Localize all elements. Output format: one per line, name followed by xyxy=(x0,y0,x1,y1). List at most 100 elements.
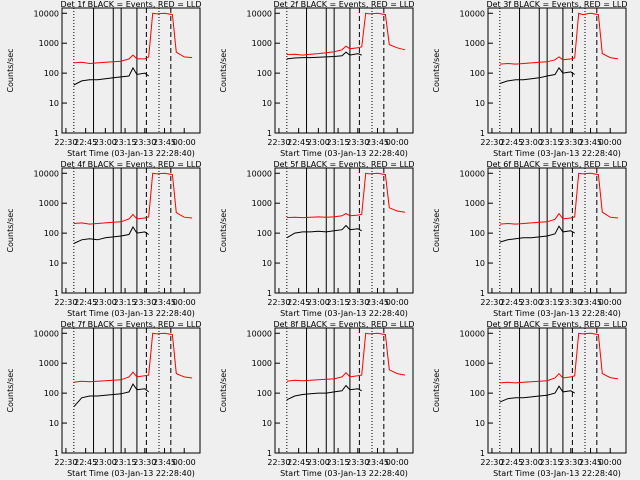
x-tick-label: 00:00 xyxy=(386,138,409,147)
series-line xyxy=(73,226,149,244)
y-axis-label: Counts/sec xyxy=(6,48,15,92)
y-tick-label: 10000 xyxy=(247,169,272,178)
x-tick-label: 23:30 xyxy=(559,138,582,147)
series-line xyxy=(286,12,406,56)
panel: Det 5f BLACK = Events, RED = LLD Start Ti… xyxy=(219,160,415,318)
series-line xyxy=(499,225,575,243)
y-tick-label: 100 xyxy=(470,229,485,238)
y-tick-label: 1 xyxy=(267,289,272,298)
x-tick-label: 23:15 xyxy=(540,138,563,147)
x-tick-label: 22:45 xyxy=(287,298,310,307)
series-line xyxy=(73,66,149,86)
y-tick-label: 1000 xyxy=(252,199,272,208)
y-tick-label: 1000 xyxy=(39,199,59,208)
series-line xyxy=(286,384,362,401)
x-tick-label: 23:45 xyxy=(579,298,602,307)
chart-title: Det 7f BLACK = Events, RED = LLD xyxy=(60,320,201,329)
y-tick-label: 1000 xyxy=(465,359,485,368)
x-tick-label: 00:00 xyxy=(173,298,196,307)
plot-frame xyxy=(487,327,627,454)
x-tick-label: 22:30 xyxy=(267,138,290,147)
y-axis-label: Counts/sec xyxy=(432,48,441,92)
y-tick-label: 10 xyxy=(262,99,272,108)
x-tick-label: 22:45 xyxy=(74,298,97,307)
chart-title: Det 3f BLACK = Events, RED = LLD xyxy=(486,0,627,9)
panel: Det 2f BLACK = Events, RED = LLD Start Ti… xyxy=(219,0,415,158)
x-tick-label: 22:30 xyxy=(267,298,290,307)
x-tick-label: 23:30 xyxy=(133,138,156,147)
plot-frame xyxy=(487,167,627,294)
x-tick-label: 23:00 xyxy=(520,458,543,467)
x-axis-label: Start Time (03-Jan-13 22:28:40) xyxy=(67,149,195,158)
x-tick-label: 22:45 xyxy=(500,298,523,307)
series-line xyxy=(286,172,406,219)
y-tick-label: 10 xyxy=(49,99,59,108)
y-tick-label: 100 xyxy=(257,389,272,398)
y-tick-label: 10000 xyxy=(247,329,272,338)
chart-title: Det 4f BLACK = Events, RED = LLD xyxy=(60,160,201,169)
y-tick-label: 1 xyxy=(480,449,485,458)
x-tick-label: 23:45 xyxy=(579,458,602,467)
y-tick-label: 1 xyxy=(54,289,59,298)
x-tick-label: 23:15 xyxy=(540,298,563,307)
x-tick-label: 23:00 xyxy=(94,138,117,147)
panel: Det 4f BLACK = Events, RED = LLD Start Ti… xyxy=(6,160,202,318)
chart-title: Det 2f BLACK = Events, RED = LLD xyxy=(273,0,414,9)
x-tick-label: 23:00 xyxy=(520,138,543,147)
x-tick-label: 23:15 xyxy=(114,298,137,307)
series-line xyxy=(73,172,193,225)
x-tick-label: 23:00 xyxy=(307,138,330,147)
y-tick-label: 1000 xyxy=(465,39,485,48)
plot-frame xyxy=(274,327,414,454)
plot-frame xyxy=(61,7,201,134)
x-axis-label: Start Time (03-Jan-13 22:28:40) xyxy=(67,469,195,478)
x-tick-label: 22:45 xyxy=(287,458,310,467)
y-tick-label: 100 xyxy=(257,69,272,78)
series-line xyxy=(499,385,575,403)
x-tick-label: 23:15 xyxy=(114,138,137,147)
x-tick-label: 00:00 xyxy=(386,458,409,467)
x-tick-label: 22:30 xyxy=(480,298,503,307)
x-tick-label: 22:30 xyxy=(54,458,77,467)
plot-frame xyxy=(487,7,627,134)
x-tick-label: 23:15 xyxy=(327,458,350,467)
x-axis-label: Start Time (03-Jan-13 22:28:40) xyxy=(280,309,408,318)
series-line xyxy=(286,332,406,382)
x-tick-label: 23:45 xyxy=(366,138,389,147)
y-tick-label: 1 xyxy=(480,129,485,138)
plot-frame xyxy=(61,327,201,454)
x-axis-label: Start Time (03-Jan-13 22:28:40) xyxy=(280,149,408,158)
x-tick-label: 00:00 xyxy=(173,138,196,147)
x-tick-label: 23:15 xyxy=(327,298,350,307)
chart-title: Det 1f BLACK = Events, RED = LLD xyxy=(60,0,201,9)
plot-frame xyxy=(274,7,414,134)
series-line xyxy=(286,224,362,239)
y-axis-label: Counts/sec xyxy=(432,368,441,412)
y-tick-label: 10000 xyxy=(34,169,59,178)
x-axis-label: Start Time (03-Jan-13 22:28:40) xyxy=(280,469,408,478)
x-tick-label: 00:00 xyxy=(386,298,409,307)
chart-title: Det 9f BLACK = Events, RED = LLD xyxy=(486,320,627,329)
x-tick-label: 23:30 xyxy=(346,458,369,467)
y-tick-label: 1000 xyxy=(39,39,59,48)
panel: Det 8f BLACK = Events, RED = LLD Start Ti… xyxy=(219,320,415,478)
y-axis-label: Counts/sec xyxy=(219,368,228,412)
x-tick-label: 22:45 xyxy=(287,138,310,147)
x-tick-label: 23:15 xyxy=(327,138,350,147)
chart-title: Det 5f BLACK = Events, RED = LLD xyxy=(273,160,414,169)
x-tick-label: 22:45 xyxy=(74,458,97,467)
x-tick-label: 23:45 xyxy=(153,138,176,147)
x-axis-label: Start Time (03-Jan-13 22:28:40) xyxy=(493,149,621,158)
x-tick-label: 23:00 xyxy=(307,298,330,307)
y-tick-label: 10000 xyxy=(247,9,272,18)
panel: Det 6f BLACK = Events, RED = LLD Start Ti… xyxy=(432,160,628,318)
y-tick-label: 1000 xyxy=(252,359,272,368)
x-tick-label: 23:00 xyxy=(520,298,543,307)
x-tick-label: 23:00 xyxy=(307,458,330,467)
plot-frame xyxy=(61,167,201,294)
y-tick-label: 10 xyxy=(475,419,485,428)
y-tick-label: 10000 xyxy=(460,329,485,338)
series-line xyxy=(499,172,619,225)
chart-title: Det 6f BLACK = Events, RED = LLD xyxy=(486,160,627,169)
